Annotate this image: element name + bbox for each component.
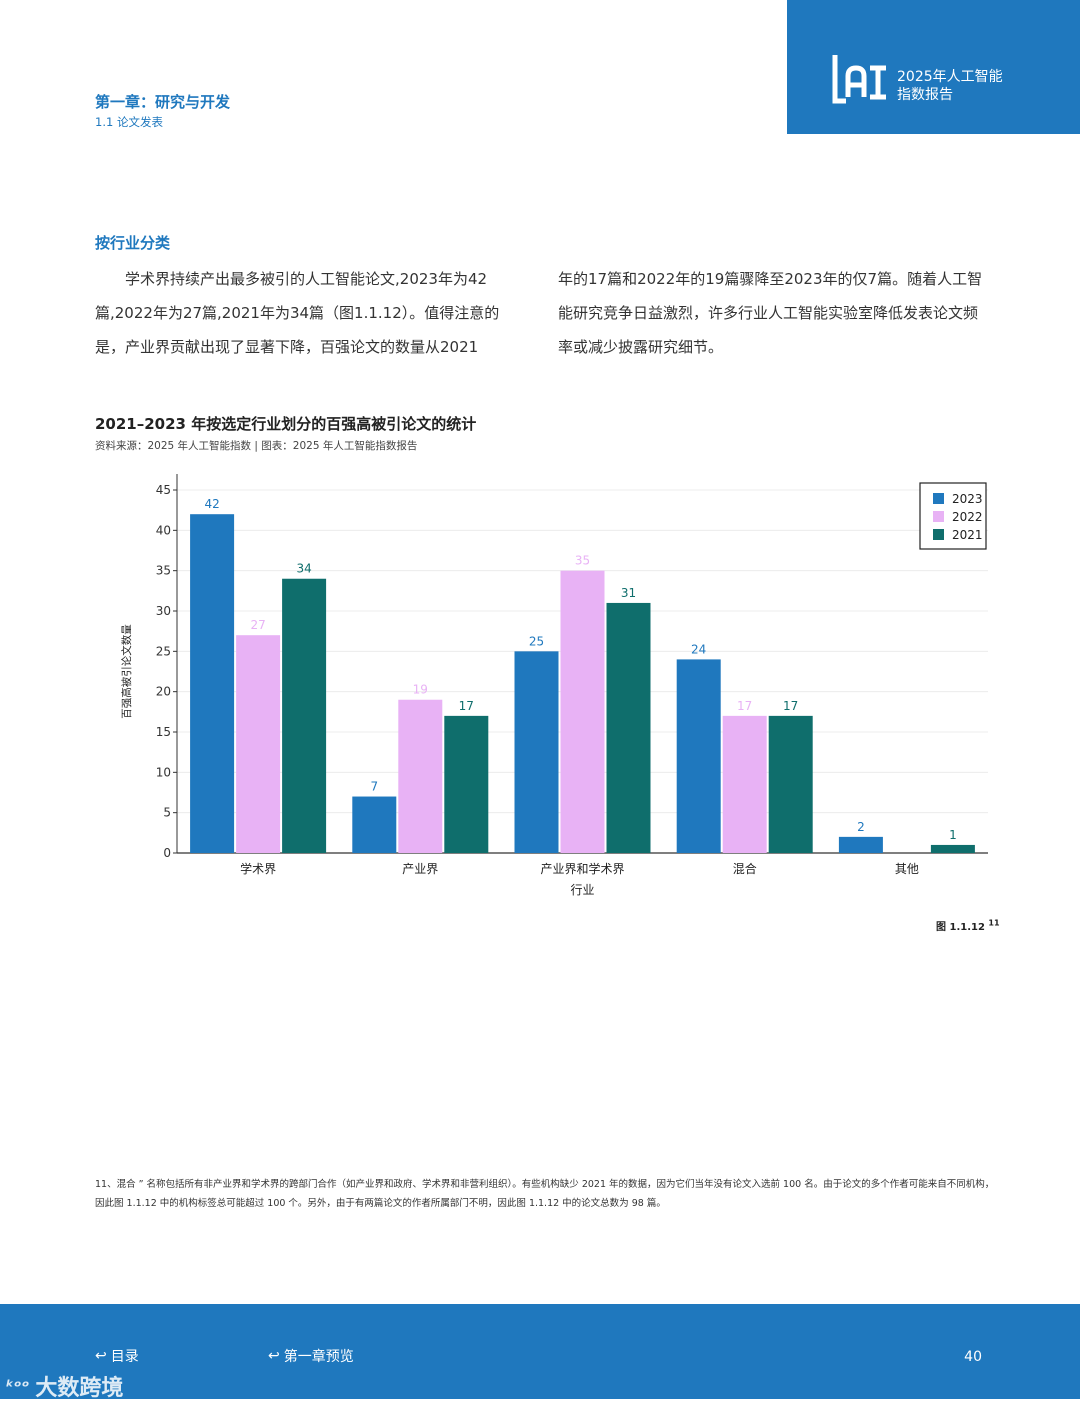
data-label: 34 xyxy=(296,562,311,576)
data-label: 17 xyxy=(783,699,798,713)
y-tick-label: 20 xyxy=(156,685,171,699)
subsection-title: 1.1 论文发表 xyxy=(95,115,163,129)
report-title-line2: 指数报告 xyxy=(897,87,953,103)
y-tick-label: 30 xyxy=(156,604,171,618)
data-label: 27 xyxy=(250,618,265,632)
legend-label: 2021 xyxy=(952,528,983,542)
y-axis-label: 百强高被引论文数量 xyxy=(120,624,133,719)
section-heading: 按行业分类 xyxy=(95,234,171,252)
report-header-box: 2025年人工智能 指数报告 xyxy=(787,0,1080,134)
data-label: 31 xyxy=(621,586,636,600)
x-tick-label: 产业界 xyxy=(402,862,438,876)
x-tick-label: 其他 xyxy=(895,862,919,876)
watermark-text: 大数跨境 xyxy=(35,1376,124,1401)
data-label: 2 xyxy=(857,820,865,834)
chapter-preview-link[interactable]: ↩ 第一章预览 xyxy=(268,1346,354,1366)
chart-title: 2021–2023 年按选定行业划分的百强高被引论文的统计 xyxy=(95,415,477,433)
x-tick-label: 学术界 xyxy=(240,861,276,876)
bar xyxy=(352,796,397,853)
bar xyxy=(444,715,489,853)
bar xyxy=(398,699,443,853)
watermark-logo-icon: ᵏᵒᵒ xyxy=(6,1376,30,1396)
legend-swatch xyxy=(933,529,944,540)
paragraph-right: 年的17篇和2022年的19篇骤降至2023年的仅7篇。随着人工智能研究竞争日益… xyxy=(558,270,983,356)
legend-label: 2023 xyxy=(952,492,983,506)
x-axis-label: 行业 xyxy=(570,883,594,897)
bar xyxy=(514,651,559,853)
y-tick-label: 45 xyxy=(156,483,171,497)
y-tick-label: 35 xyxy=(156,564,171,578)
data-label: 17 xyxy=(459,699,474,713)
toc-link[interactable]: ↩ 目录 xyxy=(95,1346,139,1366)
ai-logo-icon xyxy=(832,55,886,104)
legend-swatch xyxy=(933,493,944,504)
bar xyxy=(282,578,327,853)
paragraph-left: 学术界持续产出最多被引的人工智能论文,2023年为42篇,2022年为27篇,2… xyxy=(95,270,500,356)
figure-label: 图 1.1.12 11 xyxy=(936,918,1000,933)
legend-label: 2022 xyxy=(952,510,983,524)
bar xyxy=(190,514,235,853)
bar-chart: 0 5 10 15 20 25 30 35 40 45 42 27 34 学术界 7 19 17 产业界 25 35 3… xyxy=(120,474,988,897)
footnote: 11、混合 ” 名称包括所有非产业界和学术界的跨部门合作（如产业界和政府、学术界… xyxy=(95,1179,995,1209)
data-label: 1 xyxy=(949,828,957,842)
bar xyxy=(676,659,721,853)
toc-link-label: 目录 xyxy=(110,1349,139,1365)
x-tick-label: 混合 xyxy=(733,861,757,876)
figure-footnote-ref: 11 xyxy=(988,918,1000,928)
data-label: 24 xyxy=(691,642,706,656)
data-label: 17 xyxy=(737,699,752,713)
legend-swatch xyxy=(933,511,944,522)
data-label: 35 xyxy=(575,554,590,568)
y-tick-label: 10 xyxy=(156,765,171,779)
legend-box xyxy=(919,482,987,550)
chart-source: 资料来源：2025 年人工智能指数 | 图表：2025 年人工智能指数报告 xyxy=(95,440,418,452)
chapter-title: 第一章：研究与开发 xyxy=(95,93,231,111)
y-tick-label: 15 xyxy=(156,725,171,739)
watermark: ᵏᵒᵒ 大数跨境 xyxy=(6,1370,123,1402)
x-tick-label: 产业界和学术界 xyxy=(540,861,624,876)
data-label: 25 xyxy=(529,634,544,648)
bar xyxy=(768,715,813,853)
figure-label-text: 图 1.1.12 xyxy=(936,922,985,933)
bar xyxy=(838,836,883,853)
y-tick-label: 25 xyxy=(156,644,171,658)
footer-bar: ↩ 目录 ↩ 第一章预览 40 ᵏᵒᵒ 大数跨境 xyxy=(0,1304,1080,1402)
data-label: 19 xyxy=(413,683,428,697)
return-arrow-icon: ↩ xyxy=(95,1348,107,1364)
bar xyxy=(560,570,605,853)
data-label: 7 xyxy=(370,780,378,794)
bar xyxy=(606,602,651,853)
page-number: 40 xyxy=(964,1349,982,1365)
bar xyxy=(930,844,975,853)
y-tick-label: 0 xyxy=(163,846,171,860)
data-label: 42 xyxy=(204,497,219,511)
report-title-line1: 2025年人工智能 xyxy=(897,69,1003,85)
y-tick-label: 40 xyxy=(156,523,171,537)
y-tick-label: 5 xyxy=(163,806,171,820)
bar xyxy=(236,635,281,853)
bar xyxy=(722,715,767,853)
return-arrow-icon: ↩ xyxy=(268,1348,280,1364)
report-title: 2025年人工智能 指数报告 xyxy=(897,68,1003,104)
chapter-preview-label: 第一章预览 xyxy=(283,1349,354,1365)
